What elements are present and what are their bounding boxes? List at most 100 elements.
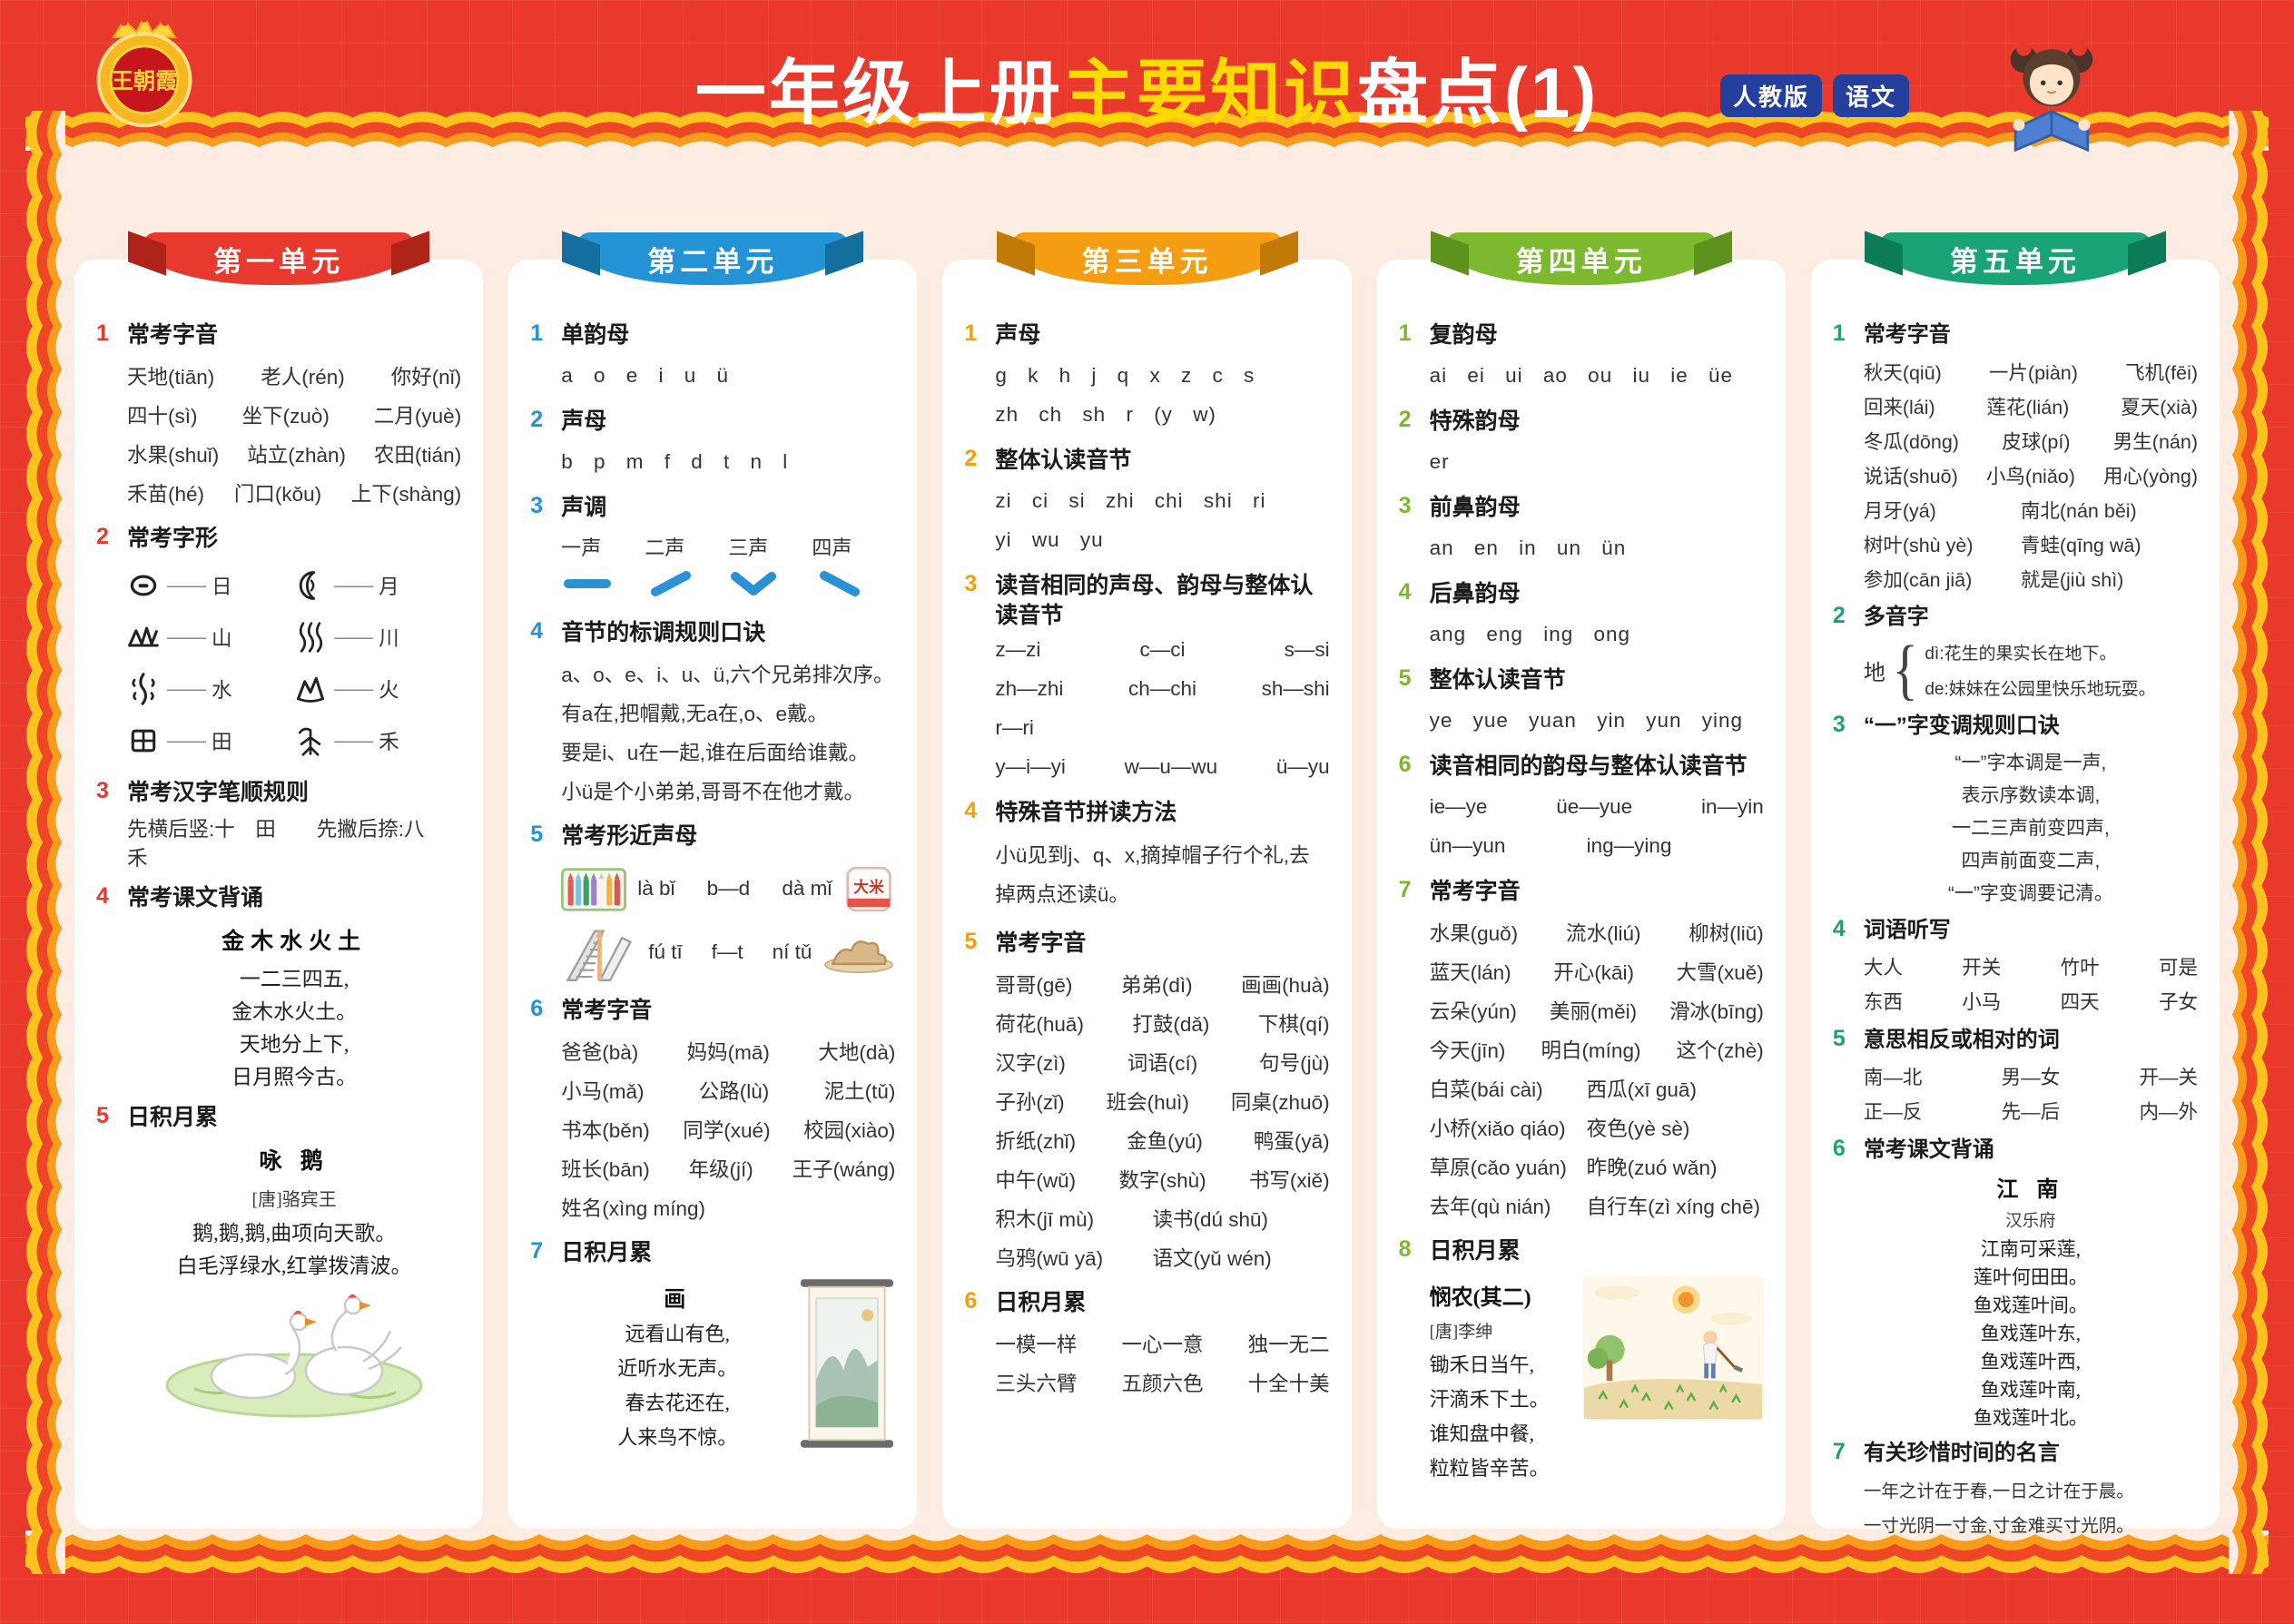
word-row: 姓名(xìng míng) bbox=[561, 1187, 895, 1226]
section-4: 4 常考课文背诵 金木水火土 一二三四五, 金木水火土。 天地分上下, 日月照今古。 bbox=[96, 881, 461, 1091]
section-header: 5 整体认读音节 bbox=[1399, 663, 1764, 701]
word-entry: 妈妈(mā) bbox=[686, 1040, 770, 1064]
word-entry: 大地(dà) bbox=[818, 1040, 896, 1064]
word-entry: 十全十美 bbox=[1247, 1372, 1330, 1395]
poem-title: 咏 鹅 bbox=[259, 1149, 330, 1174]
section-number: 7 bbox=[1398, 877, 1412, 902]
section-number: 3 bbox=[96, 778, 109, 803]
section-title: 后鼻韵母 bbox=[1429, 581, 1521, 606]
word-entry: 鸭蛋(yā) bbox=[1253, 1129, 1330, 1153]
section-header: 4 音节的标调规则口诀 bbox=[530, 615, 895, 654]
word-entry: 可是 bbox=[2158, 957, 2198, 979]
poem-line: 春去花还在, bbox=[625, 1392, 731, 1414]
word-entry: 自行车(zì xíng chē) bbox=[1586, 1195, 1760, 1218]
section-header: 4 特殊音节拼读方法 bbox=[964, 795, 1329, 833]
edition-badges: 人教版 语文 bbox=[1720, 74, 1910, 117]
word-entry: 开关 bbox=[1962, 957, 2002, 979]
word-entry: 柳树(liǔ) bbox=[1689, 921, 1764, 945]
section-title: 声调 bbox=[561, 495, 607, 520]
section-header: 6 日积月累 bbox=[964, 1285, 1329, 1324]
word-entry: ie—ye bbox=[1429, 794, 1488, 818]
pictograph-pair: —— 山 bbox=[127, 621, 294, 654]
section-7: 7 有关珍惜时间的名言 一年之计在于春,一日之计在于晨。 一寸光阴一寸金,寸金难买寸光… bbox=[1833, 1436, 2198, 1541]
word-entry: sh—shi bbox=[1261, 676, 1330, 700]
section-header: 7 有关珍惜时间的名言 bbox=[1833, 1436, 2198, 1472]
word-entry: 坐下(zuò) bbox=[241, 404, 330, 428]
word-entry: 秋天(qiū) bbox=[1863, 361, 1942, 384]
section-number: 5 bbox=[530, 822, 544, 847]
section-6: 6 常考字音 爸爸(bà) 妈妈(mā) 大地(dà) 小马(mǎ) 公路(lù) 泥土(tǔ… bbox=[530, 993, 895, 1226]
unit-card-3: 第三单元 1 声母 g k h j q x z c s zh ch sh r (y w)… bbox=[942, 232, 1352, 1529]
pictograph-pair: —— 川 bbox=[294, 621, 461, 654]
section-body: z—zi c—ci s—si zh—zhi ch—chi sh—shi r—ri y—i—yi… bbox=[964, 630, 1329, 786]
section-title: 特殊音节拼读方法 bbox=[995, 800, 1177, 825]
section-number: 6 bbox=[530, 996, 544, 1021]
word-row: 树叶(shù yè) 青蛙(qīng wā) bbox=[1864, 527, 2198, 561]
poem-line: 粒粒皆辛苦。 bbox=[1429, 1457, 1550, 1480]
section-number: 2 bbox=[530, 407, 544, 432]
word-entry: 冬瓜(dōng) bbox=[1863, 430, 1959, 453]
word-entry: 上下(shàng) bbox=[350, 482, 462, 506]
mountain-pictograph-icon bbox=[127, 621, 160, 654]
word-row: 月牙(yá) 南北(nán běi) bbox=[1864, 492, 2198, 527]
section-number: 4 bbox=[964, 798, 978, 823]
section-body: 金木水火土 一二三四五, 金木水火土。 天地分上下, 日月照今古。 bbox=[96, 919, 461, 1091]
word-row: 说话(shuō) 小鸟(niǎo) 用心(yòng) bbox=[1864, 458, 2198, 492]
word-entry: 夏天(xià) bbox=[2121, 396, 2199, 418]
unit-card-5: 第五单元 1 常考字音 秋天(qiū) 一片(piàn) 飞机(fēi) 回来(lái) 莲花… bbox=[1810, 232, 2220, 1536]
section-3: 3 读音相同的声母、韵母与整体认读音节 z—zi c—ci s—si zh—zhi ch—c… bbox=[964, 568, 1329, 786]
section-title: 单韵母 bbox=[561, 322, 630, 348]
section-8: 8 日积月累 悯农(其二) [唐]李绅 锄禾日当午, 汗滴禾下土。 谁知盘中餐, 粒粒皆辛苦。 bbox=[1399, 1234, 1764, 1484]
unit-banner-label: 第二单元 bbox=[647, 245, 779, 278]
word-entry: 哥哥(gē) bbox=[995, 973, 1073, 997]
word-entry: 汉字(zì) bbox=[995, 1051, 1066, 1075]
section-1: 1 常考字音 秋天(qiū) 一片(piàn) 飞机(fēi) 回来(lái) 莲花(liá… bbox=[1833, 318, 2198, 595]
word-row: 荷花(huā) 打鼓(dǎ) 下棋(qí) bbox=[995, 1003, 1329, 1042]
word-entry: 参加(cān jiā) bbox=[1863, 568, 1973, 591]
word-entry: 句号(jù) bbox=[1259, 1051, 1330, 1075]
word-entry: 三头六臂 bbox=[995, 1372, 1078, 1395]
section-3: 3 声调 一声 二声 三声 四声 bbox=[530, 490, 895, 606]
character: 火 bbox=[379, 678, 399, 702]
word-entry: 今天(jīn) bbox=[1429, 1038, 1506, 1062]
section-number: 1 bbox=[96, 320, 109, 346]
text-line: 一寸光阴一寸金,寸金难买寸光阴。 bbox=[1863, 1516, 2134, 1537]
section-title: 常考课文背诵 bbox=[1863, 1137, 1994, 1162]
word-entry: 语文(yǔ wén) bbox=[1152, 1246, 1272, 1270]
tone-flat-icon bbox=[561, 571, 645, 601]
word-entry: 青蛙(qīng wā) bbox=[2020, 534, 2141, 556]
section-header: 1 声母 bbox=[964, 318, 1329, 356]
girl-reading-icon bbox=[1984, 25, 2118, 173]
sound-pair: là bǐ bbox=[637, 877, 675, 900]
word-row: 哥哥(gē) 弟弟(dì) 画画(huà) bbox=[995, 964, 1329, 1003]
title-part-highlight: 主要知识 bbox=[1062, 53, 1357, 133]
section-title: 整体认读音节 bbox=[1429, 667, 1566, 693]
unit-banner-label: 第四单元 bbox=[1515, 245, 1647, 278]
section-header: 7 日积月累 bbox=[530, 1235, 895, 1274]
subject-badge: 语文 bbox=[1833, 74, 1910, 117]
word-row: 云朵(yún) 美丽(měi) 滑冰(bīng) bbox=[1430, 990, 1764, 1029]
word-row: 正—反 先—后 内—外 bbox=[1864, 1094, 2198, 1128]
word-entry: 站立(zhàn) bbox=[247, 443, 346, 467]
word-row: 一模一样 一心一意 独一无二 bbox=[995, 1324, 1329, 1363]
dash: —— bbox=[334, 625, 373, 648]
section-number: 5 bbox=[1832, 1025, 1846, 1051]
section-number: 5 bbox=[96, 1103, 109, 1128]
section-header: 5 意思相反或相对的词 bbox=[1833, 1023, 2198, 1059]
character: 川 bbox=[379, 626, 399, 650]
pictograph-pair: —— 田 bbox=[127, 724, 294, 757]
medal-icon: 王朝霞 bbox=[96, 14, 192, 128]
section-header: 4 后鼻韵母 bbox=[1399, 576, 1764, 615]
section-number: 6 bbox=[1398, 752, 1412, 777]
poem-title: 画 bbox=[664, 1287, 692, 1312]
word-entry: 飞机(fēi) bbox=[2124, 361, 2199, 384]
word-row: ie—ye üe—yue in—yin bbox=[1430, 787, 1764, 826]
word-entry: 读书(dú shū) bbox=[1152, 1207, 1268, 1231]
section-header: 6 常考字音 bbox=[530, 993, 895, 1031]
section-title: 词语听写 bbox=[1863, 917, 1951, 942]
pictograph-row: —— 水 —— 火 bbox=[127, 663, 461, 714]
poem-author: [唐]李绅 bbox=[1429, 1322, 1493, 1342]
section-6: 6 读音相同的韵母与整体认读音节 ie—ye üe—yue in—yin ün—yun in… bbox=[1399, 749, 1764, 865]
poem-with-image: 悯农(其二) [唐]李绅 锄禾日当午, 汗滴禾下土。 谁知盘中餐, 粒粒皆辛苦。 bbox=[1430, 1272, 1764, 1484]
section-body: ai ei ui ao ou iu ie üe bbox=[1399, 356, 1764, 395]
